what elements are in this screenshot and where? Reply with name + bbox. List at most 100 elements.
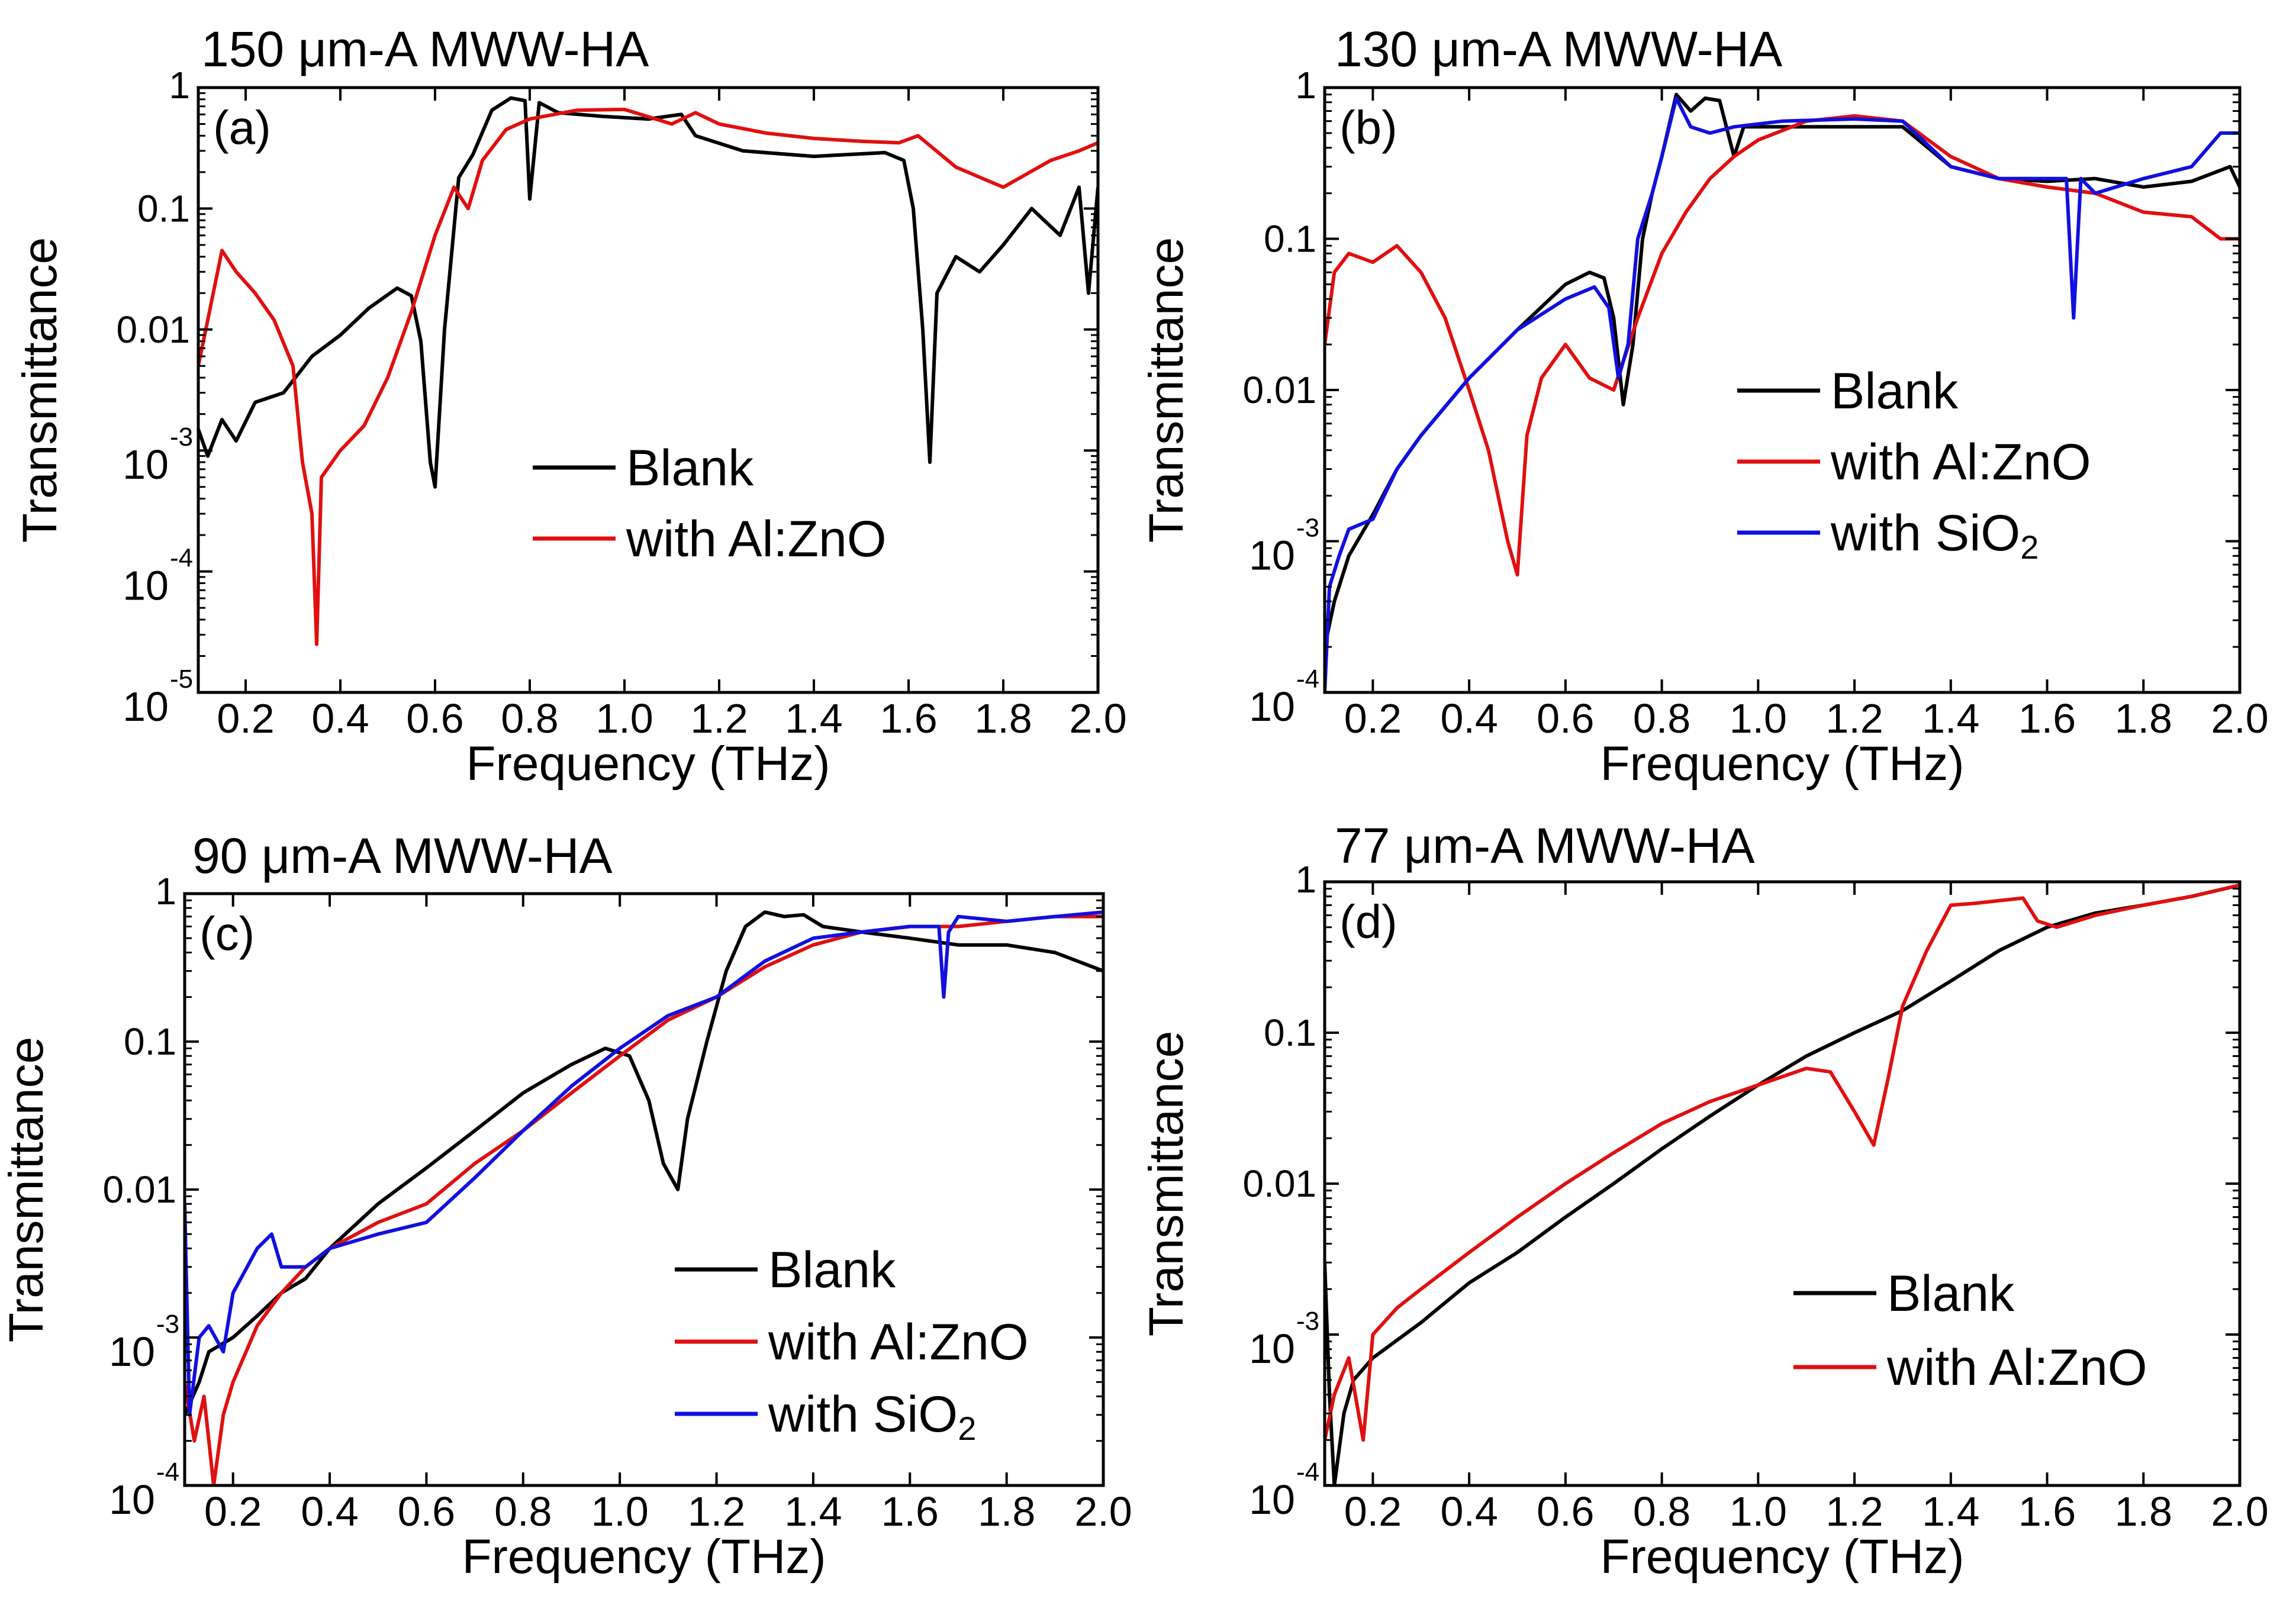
x-tick-label: 0.8 bbox=[1633, 695, 1690, 742]
x-tick-label: 1.8 bbox=[974, 695, 1032, 742]
x-tick-label: 1.6 bbox=[2018, 695, 2076, 742]
y-axis-label: Transmittance bbox=[1139, 237, 1193, 543]
series-line-with-sio2 bbox=[1325, 96, 2240, 692]
y-tick-exponent: -3 bbox=[170, 423, 193, 452]
legend-label: Blank bbox=[768, 1242, 896, 1298]
x-tick-label: 1.4 bbox=[785, 695, 842, 742]
panel-b: 0.2 0.4 0.6 0.8 1.0 1.2 1.4 1.6 1.8 2.0 1 0.1 0.01 10… bbox=[1139, 21, 2269, 791]
x-tick-label: 2.0 bbox=[1069, 695, 1126, 742]
chart-title: 130 μm-A MWW-HA bbox=[1335, 21, 1782, 77]
legend-label: Blank bbox=[1887, 1265, 2015, 1322]
plot-frame bbox=[197, 86, 1100, 694]
series-line-with-al-zno bbox=[185, 914, 1103, 1485]
x-tick-label: 0.4 bbox=[1440, 1488, 1498, 1535]
x-axis-label: Frequency (THz) bbox=[1600, 1530, 1964, 1584]
x-tick-label: 1.8 bbox=[2115, 695, 2172, 742]
x-tick-label: 1.4 bbox=[784, 1488, 842, 1535]
x-tick-label: 0.8 bbox=[501, 695, 558, 742]
x-tick-label: 0.2 bbox=[1344, 1488, 1402, 1535]
y-tick-label: 10 bbox=[1249, 533, 1295, 579]
y-tick-label: 0.1 bbox=[124, 1020, 176, 1063]
x-tick-label: 1.4 bbox=[1922, 695, 1979, 742]
x-tick-label: 1.0 bbox=[1730, 695, 1787, 742]
y-tick-label: 10 bbox=[123, 684, 169, 730]
x-tick-label: 0.8 bbox=[494, 1488, 552, 1535]
x-tick-label: 1.4 bbox=[1922, 1488, 1979, 1535]
chart-title: 90 μm-A MWW-HA bbox=[192, 828, 613, 884]
series-line-blank bbox=[198, 96, 1098, 489]
x-axis-label: Frequency (THz) bbox=[1600, 737, 1964, 791]
y-tick-label: 10 bbox=[109, 1477, 155, 1523]
x-axis-label: Frequency (THz) bbox=[466, 737, 830, 791]
y-tick-label: 10 bbox=[123, 563, 169, 609]
series-line-with-al-zno bbox=[1325, 883, 2240, 1442]
legend-label: Blank bbox=[1831, 363, 1959, 420]
y-tick-label: 10 bbox=[109, 1329, 155, 1375]
y-tick-label: 0.1 bbox=[1264, 1011, 1316, 1054]
x-tick-label: 0.6 bbox=[398, 1488, 455, 1535]
panel-d: 0.2 0.4 0.6 0.8 1.0 1.2 1.4 1.6 1.8 2.0 1 0.1 0.01 10… bbox=[1139, 818, 2269, 1584]
x-tick-label: 0.4 bbox=[311, 695, 369, 742]
x-tick-label: 1.0 bbox=[1730, 1488, 1787, 1535]
chart-title: 150 μm-A MWW-HA bbox=[201, 21, 649, 77]
panel-label: (c) bbox=[199, 907, 255, 960]
y-tick-exponent: -4 bbox=[170, 544, 193, 573]
y-tick-label: 0.1 bbox=[137, 187, 190, 230]
legend-label: with Al:ZnO bbox=[626, 511, 887, 568]
x-tick-label: 0.6 bbox=[406, 695, 463, 742]
panel-label: (b) bbox=[1339, 101, 1397, 154]
x-tick-label: 1.2 bbox=[1825, 1488, 1883, 1535]
x-tick-label: 1.0 bbox=[595, 695, 653, 742]
x-tick-label: 0.6 bbox=[1537, 1488, 1594, 1535]
x-tick-label: 1.6 bbox=[881, 1488, 939, 1535]
series-line-with-al-zno bbox=[198, 107, 1098, 646]
y-tick-label: 1 bbox=[1295, 64, 1316, 107]
y-tick-exponent: -4 bbox=[1296, 1458, 1319, 1487]
panel-a: 0.2 0.4 0.6 0.8 1.0 1.2 1.4 1.6 1.8 2.0 1 0.1 0.01 10… bbox=[13, 21, 1127, 791]
y-tick-exponent: -3 bbox=[1296, 514, 1319, 543]
legend-subscript: 2 bbox=[2020, 528, 2039, 566]
y-tick-label: 10 bbox=[123, 441, 169, 488]
x-tick-label: 1.6 bbox=[880, 695, 937, 742]
x-tick-label: 1.8 bbox=[978, 1488, 1035, 1535]
x-tick-label: 0.4 bbox=[301, 1488, 358, 1535]
legend-label: with Al:ZnO bbox=[768, 1314, 1029, 1371]
y-tick-label: 0.01 bbox=[1242, 1162, 1316, 1205]
y-axis-label: Transmittance bbox=[1139, 1031, 1193, 1336]
panel-label: (a) bbox=[213, 101, 271, 154]
x-tick-label: 0.4 bbox=[1440, 695, 1498, 742]
y-axis-label: Transmittance bbox=[0, 1037, 53, 1342]
x-tick-label: 0.2 bbox=[1344, 695, 1402, 742]
x-tick-label: 1.6 bbox=[2018, 1488, 2076, 1535]
panel-c: 0.2 0.4 0.6 0.8 1.0 1.2 1.4 1.6 1.8 2.0 1 0.1 0.01 10… bbox=[0, 828, 1132, 1584]
chart-title: 77 μm-A MWW-HA bbox=[1335, 818, 1755, 874]
y-tick-label: 1 bbox=[169, 64, 190, 107]
x-tick-label: 1.8 bbox=[2115, 1488, 2172, 1535]
y-tick-exponent: -3 bbox=[156, 1310, 179, 1339]
y-tick-exponent: -5 bbox=[170, 665, 193, 694]
y-tick-label: 0.1 bbox=[1264, 218, 1316, 260]
x-tick-label: 0.2 bbox=[204, 1488, 262, 1535]
legend-label: with Al:ZnO bbox=[1886, 1339, 2147, 1396]
legend-label: with SiO2 bbox=[768, 1386, 976, 1447]
panel-label: (d) bbox=[1339, 895, 1397, 948]
series-line-with-sio2 bbox=[185, 910, 1103, 1417]
x-tick-label: 1.0 bbox=[591, 1488, 649, 1535]
y-tick-label: 0.01 bbox=[1242, 369, 1316, 411]
y-tick-label: 10 bbox=[1249, 1326, 1295, 1372]
y-tick-exponent: -4 bbox=[156, 1458, 179, 1487]
x-tick-label: 2.0 bbox=[2211, 695, 2268, 742]
y-tick-label: 0.01 bbox=[102, 1168, 176, 1211]
legend-label: Blank bbox=[626, 440, 754, 497]
y-tick-label: 0.01 bbox=[116, 308, 190, 351]
x-tick-label: 0.8 bbox=[1633, 1488, 1690, 1535]
y-tick-label: 10 bbox=[1249, 1477, 1295, 1523]
legend-subscript: 2 bbox=[958, 1410, 976, 1447]
x-tick-label: 0.2 bbox=[217, 695, 274, 742]
y-tick-exponent: -4 bbox=[1296, 665, 1319, 694]
x-tick-label: 1.2 bbox=[1825, 695, 1883, 742]
x-tick-label: 1.2 bbox=[690, 695, 748, 742]
series-line-with-al-zno bbox=[1325, 114, 2240, 577]
x-axis-label: Frequency (THz) bbox=[462, 1530, 826, 1584]
